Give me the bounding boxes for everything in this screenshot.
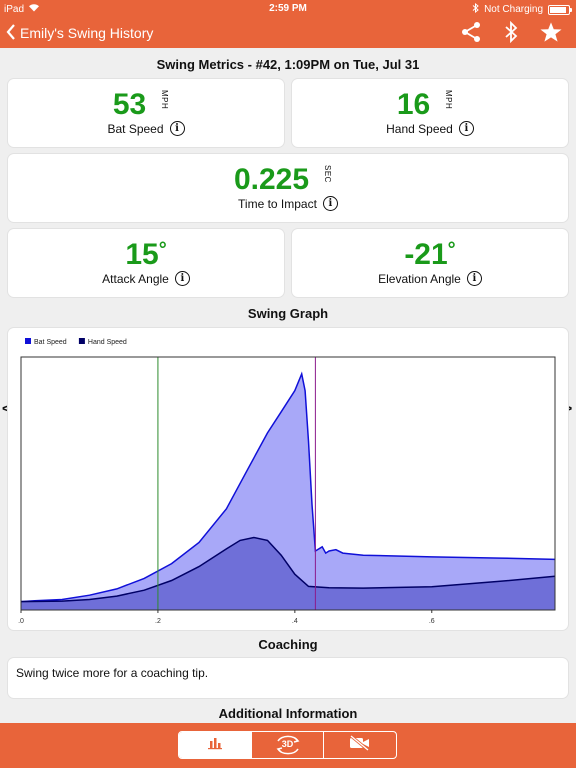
legend-label-0: Bat Speed [34, 339, 67, 346]
swing-graph-title: Swing Graph [247, 306, 329, 321]
elevation-angle-unit: ° [447, 239, 456, 261]
bat-speed-label-row: Bat Speed i [8, 121, 284, 136]
elevation-angle-card: -21° Elevation Angle i [292, 229, 568, 297]
back-button-label: Emily's Swing History [20, 25, 154, 41]
chevron-left-icon [6, 23, 16, 43]
elevation-angle-label-row: Elevation Angle i [292, 271, 568, 286]
attack-angle-unit: ° [158, 239, 167, 261]
hand-speed-unit: MPH [444, 90, 454, 110]
3d-rotate-icon: 3D [273, 734, 303, 756]
wifi-icon [28, 3, 40, 15]
x-tick-label: .4 [292, 618, 298, 625]
legend-label-1: Hand Speed [88, 339, 127, 346]
battery-icon [548, 4, 572, 15]
back-button[interactable]: Emily's Swing History [6, 22, 153, 44]
additional-information-title: Additional Information [218, 706, 358, 721]
time-to-impact-value: 0.225 [233, 163, 310, 196]
hand-speed-value: 16 [396, 88, 431, 121]
nav-actions [460, 21, 562, 43]
3d-label: 3D [281, 739, 294, 749]
hand-speed-card: 16 MPH Hand Speed i [292, 79, 568, 147]
x-tick-label: .0 [18, 618, 24, 625]
charging-status: Not Charging [484, 4, 543, 15]
status-right: Not Charging [472, 2, 572, 16]
legend-swatch-1 [78, 338, 85, 344]
time-to-impact-info-icon[interactable]: i [322, 196, 338, 211]
attack-angle-card: 15° Attack Angle i [8, 229, 284, 297]
coaching-card: Swing twice more for a coaching tip. [8, 658, 568, 698]
share-icon[interactable] [460, 21, 482, 43]
view-segmented-control: 3D [178, 731, 397, 759]
plot-frame [20, 356, 556, 611]
attack-angle-label: Attack Angle [102, 271, 169, 286]
tab-graph[interactable] [179, 732, 252, 758]
next-swing-button[interactable]: > [564, 400, 573, 416]
x-tick-label: .2 [155, 618, 161, 625]
attack-angle-value-row: 15° [8, 240, 284, 270]
swing-graph-card: .0 .2 .4 .6 Bat Speed Hand Speed [8, 328, 568, 630]
battery-level [550, 6, 567, 13]
bluetooth-icon[interactable] [500, 21, 522, 43]
bat-speed-value-row: 53 MPH [8, 90, 284, 120]
time-to-impact-value-row: 0.225 SEC [8, 165, 568, 195]
bat-speed-info-icon[interactable]: i [169, 121, 185, 136]
bluetooth-status-icon [472, 2, 479, 16]
bar-chart-icon [207, 736, 223, 755]
hand-speed-label: Hand Speed [386, 121, 453, 136]
series-line-1 [20, 536, 556, 603]
status-time: 2:59 PM [269, 3, 307, 14]
video-off-icon [349, 734, 371, 756]
series-area-1 [21, 537, 555, 610]
metrics-title: Swing Metrics - #42, 1:09PM on Tue, Jul … [156, 57, 420, 72]
bat-speed-unit: MPH [160, 90, 170, 110]
time-to-impact-unit: SEC [323, 165, 333, 183]
time-to-impact-card: 0.225 SEC Time to Impact i [8, 154, 568, 222]
elevation-angle-label: Elevation Angle [378, 271, 461, 286]
x-tick-label: .6 [429, 618, 435, 625]
bat-speed-card: 53 MPH Bat Speed i [8, 79, 284, 147]
time-to-impact-label-row: Time to Impact i [8, 196, 568, 211]
previous-swing-button[interactable]: < [2, 400, 11, 416]
tab-bar: 3D [0, 723, 576, 768]
swing-graph-chart: .0 .2 .4 .6 Bat Speed Hand Speed [18, 338, 556, 625]
coaching-text: Swing twice more for a coaching tip. [16, 666, 209, 680]
hand-speed-label-row: Hand Speed i [292, 121, 568, 136]
elevation-angle-value: -21 [404, 238, 448, 271]
hand-speed-value-row: 16 MPH [292, 90, 568, 120]
legend-swatch-0 [25, 338, 31, 344]
attack-angle-info-icon[interactable]: i [174, 271, 190, 286]
star-icon[interactable] [540, 21, 562, 43]
status-bar: iPad 2:59 PM Not Charging [0, 0, 576, 18]
tab-video[interactable] [324, 732, 396, 758]
device-name: iPad [4, 3, 25, 15]
series-area-0 [21, 373, 555, 610]
time-to-impact-label: Time to Impact [238, 196, 317, 211]
bat-speed-value: 53 [112, 88, 147, 121]
tab-3d[interactable]: 3D [252, 732, 325, 758]
status-left: iPad [4, 3, 40, 15]
attack-angle-label-row: Attack Angle i [8, 271, 284, 286]
attack-angle-value: 15 [125, 238, 159, 271]
coaching-title: Coaching [258, 637, 318, 652]
hand-speed-info-icon[interactable]: i [458, 121, 474, 136]
series-line-0 [20, 371, 556, 603]
elevation-angle-info-icon[interactable]: i [466, 271, 482, 286]
bat-speed-label: Bat Speed [107, 121, 164, 136]
elevation-angle-value-row: -21° [292, 240, 568, 270]
navigation-bar: Emily's Swing History [0, 18, 576, 48]
